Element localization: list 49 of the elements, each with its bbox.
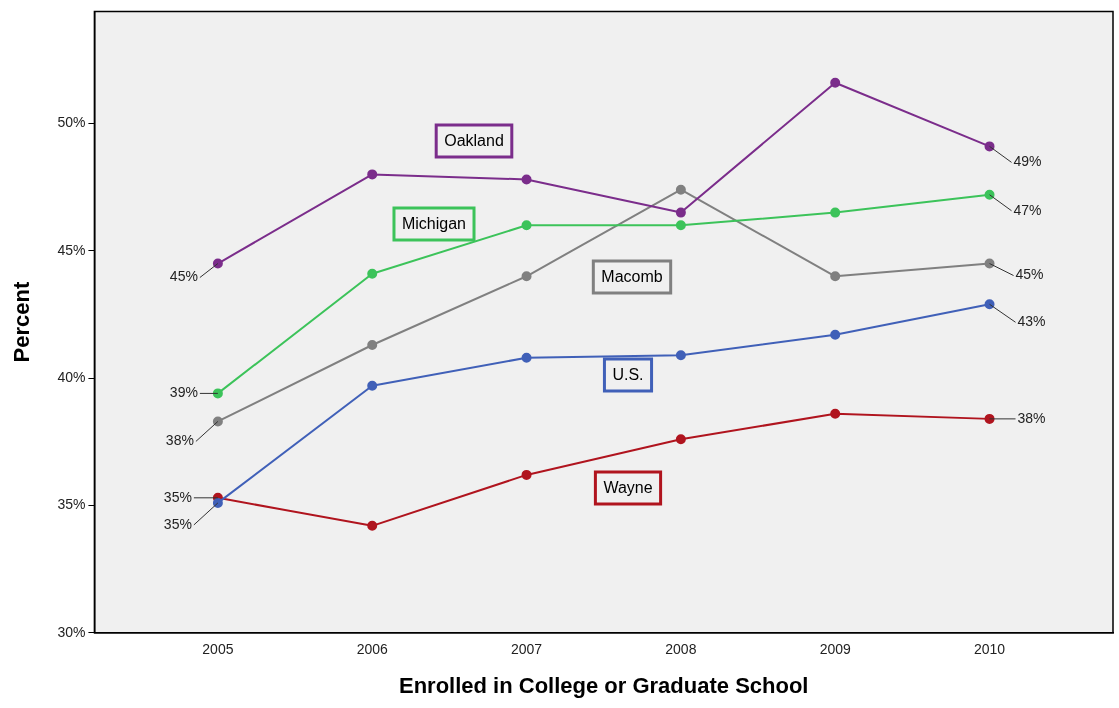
point <box>367 520 378 531</box>
data-label: 35% <box>163 515 192 532</box>
point <box>675 184 686 195</box>
point <box>521 469 532 480</box>
data-label: 47% <box>1013 201 1042 218</box>
point <box>675 220 686 231</box>
y-tick-label: 45% <box>57 241 86 258</box>
data-label: 49% <box>1013 153 1042 170</box>
series-label: U.S. <box>612 366 644 384</box>
point <box>830 329 841 340</box>
y-tick-label: 30% <box>57 623 86 640</box>
x-tick-label: 2009 <box>819 641 851 658</box>
point <box>675 207 686 218</box>
point <box>830 77 841 88</box>
series-label: Oakland <box>444 132 504 150</box>
x-tick-label: 2005 <box>202 641 234 658</box>
x-tick-label: 2007 <box>510 641 543 658</box>
point <box>675 350 686 361</box>
series-label: Macomb <box>601 268 663 286</box>
x-tick-label: 2006 <box>356 641 388 658</box>
y-axis-title: Percent <box>9 281 35 363</box>
point <box>367 268 378 279</box>
x-tick-label: 2010 <box>973 641 1006 658</box>
y-tick-label: 50% <box>57 114 86 131</box>
point <box>521 352 532 363</box>
data-label: 45% <box>1015 266 1044 283</box>
point <box>830 408 841 419</box>
point <box>521 174 532 185</box>
y-tick-label: 35% <box>57 496 86 513</box>
point <box>521 220 532 231</box>
data-label: 35% <box>163 488 192 505</box>
point <box>367 340 378 351</box>
point <box>830 207 841 218</box>
data-label: 38% <box>165 432 194 449</box>
point <box>830 271 841 282</box>
x-axis-title: Enrolled in College or Graduate School <box>398 672 809 698</box>
series-label: Wayne <box>603 479 653 497</box>
y-tick-label: 40% <box>57 368 86 385</box>
point <box>367 380 378 391</box>
point <box>521 271 532 282</box>
point <box>212 388 223 399</box>
data-label: 39% <box>169 384 198 401</box>
series-label: Michigan <box>401 215 467 233</box>
data-label: 38% <box>1017 409 1046 426</box>
point <box>675 434 686 445</box>
point <box>367 169 378 180</box>
data-label: 43% <box>1017 313 1046 330</box>
data-label: 45% <box>169 268 198 285</box>
x-tick-label: 2008 <box>665 641 697 658</box>
